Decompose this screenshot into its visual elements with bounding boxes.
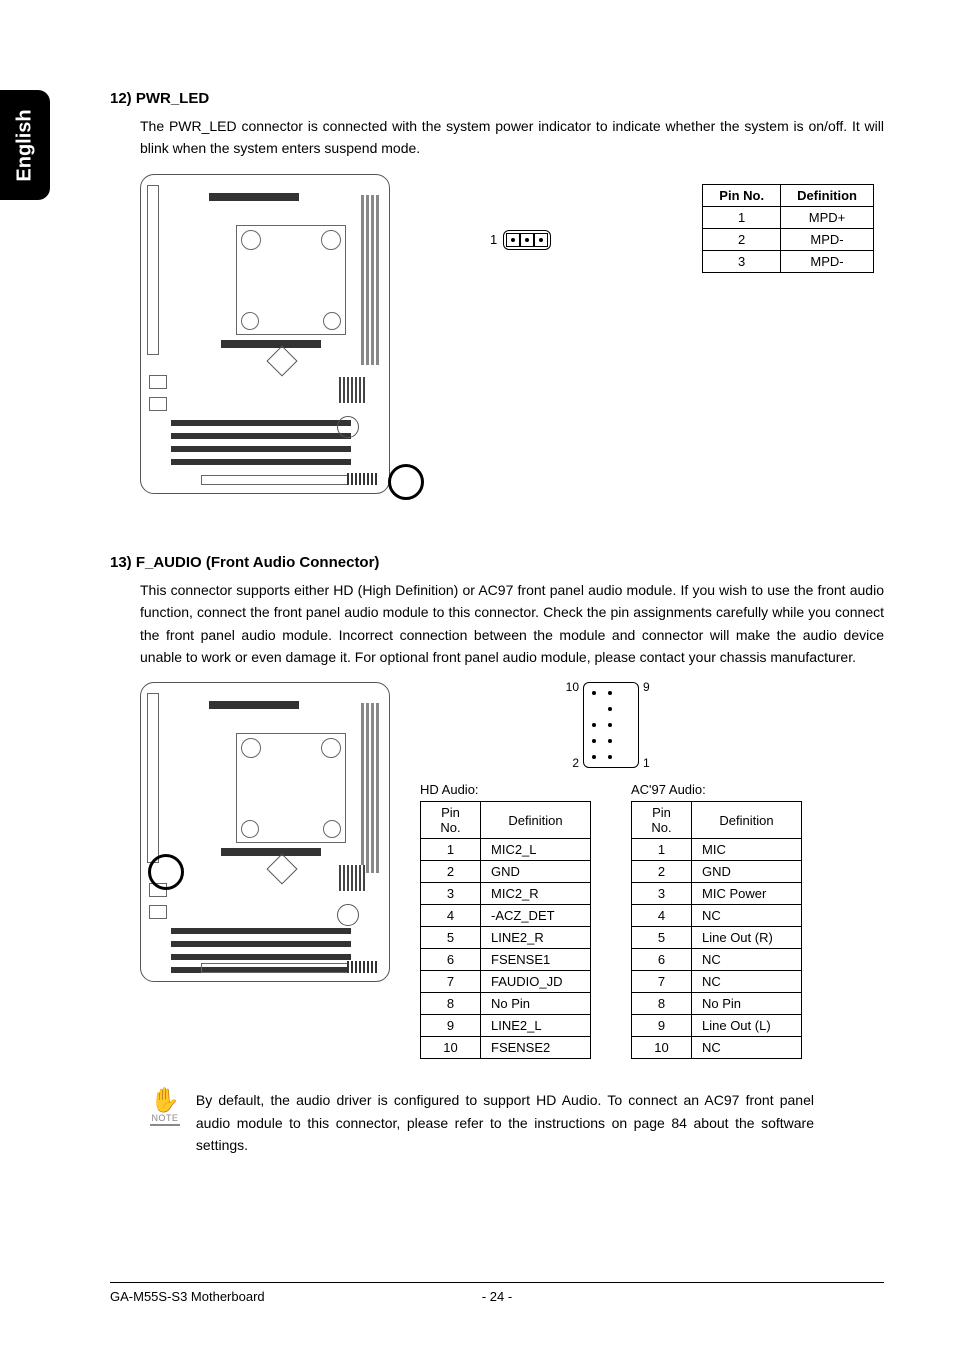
pwr-led-table: Pin No. Definition 1MPD+ 2MPD- 3MPD- xyxy=(702,184,874,273)
ac97-audio-label: AC'97 Audio: xyxy=(631,782,802,797)
table-cell: MPD+ xyxy=(781,206,874,228)
pin1-label: 1 xyxy=(490,232,497,247)
table-cell: 7 xyxy=(632,971,692,993)
table-cell: No Pin xyxy=(692,993,802,1015)
footer-left: GA-M55S-S3 Motherboard xyxy=(110,1289,265,1304)
table-cell: GND xyxy=(481,861,591,883)
table-cell: GND xyxy=(692,861,802,883)
table-cell: 2 xyxy=(632,861,692,883)
table-cell: MIC2_L xyxy=(481,839,591,861)
table-cell: 4 xyxy=(632,905,692,927)
section13-heading: 13) F_AUDIO (Front Audio Connector) xyxy=(110,554,884,571)
table-cell: LINE2_R xyxy=(481,927,591,949)
section13-body: This connector supports either HD (High … xyxy=(140,579,884,669)
section12-heading: 12) PWR_LED xyxy=(110,90,884,107)
conn-label: 10 xyxy=(566,680,579,694)
table-cell: 4 xyxy=(421,905,481,927)
page-footer: GA-M55S-S3 Motherboard - 24 - xyxy=(110,1282,884,1304)
table-cell: 2 xyxy=(421,861,481,883)
table-cell: 3 xyxy=(632,883,692,905)
mobo-diagram-1 xyxy=(140,174,390,494)
table-cell: 9 xyxy=(632,1015,692,1037)
table-header: Pin No. xyxy=(632,802,692,839)
table-cell: Line Out (L) xyxy=(692,1015,802,1037)
table-cell: 3 xyxy=(703,250,781,272)
conn-label: 2 xyxy=(572,756,579,770)
note-icon: ✋ NOTE xyxy=(150,1089,180,1126)
table-cell: -ACZ_DET xyxy=(481,905,591,927)
table-cell: 7 xyxy=(421,971,481,993)
table-cell: 5 xyxy=(421,927,481,949)
highlight-circle xyxy=(388,464,424,500)
table-cell: MIC Power xyxy=(692,883,802,905)
table-cell: MIC2_R xyxy=(481,883,591,905)
table-cell: 6 xyxy=(632,949,692,971)
table-cell: 1 xyxy=(703,206,781,228)
note-text: By default, the audio driver is configur… xyxy=(196,1089,814,1156)
table-cell: 1 xyxy=(421,839,481,861)
conn-label: 9 xyxy=(643,680,650,694)
table-cell: FSENSE1 xyxy=(481,949,591,971)
table-cell: 9 xyxy=(421,1015,481,1037)
table-cell: LINE2_L xyxy=(481,1015,591,1037)
table-header: Definition xyxy=(692,802,802,839)
language-tab-label: English xyxy=(14,109,37,181)
conn-label: 1 xyxy=(643,756,650,770)
table-cell: 8 xyxy=(421,993,481,1015)
table-cell: MPD- xyxy=(781,228,874,250)
table-cell: 10 xyxy=(632,1037,692,1059)
table-cell: NC xyxy=(692,905,802,927)
table-cell: 3 xyxy=(421,883,481,905)
pwr-led-pin-diagram: 1 xyxy=(490,230,551,250)
table-cell: NC xyxy=(692,971,802,993)
hd-audio-label: HD Audio: xyxy=(420,782,591,797)
note-block: ✋ NOTE By default, the audio driver is c… xyxy=(150,1089,814,1156)
table-cell: 8 xyxy=(632,993,692,1015)
section12-body: The PWR_LED connector is connected with … xyxy=(140,115,884,160)
table-cell: FSENSE2 xyxy=(481,1037,591,1059)
table-cell: 1 xyxy=(632,839,692,861)
table-cell: 6 xyxy=(421,949,481,971)
language-tab: English xyxy=(0,90,50,200)
footer-page-number: - 24 - xyxy=(482,1289,512,1304)
table-cell: 2 xyxy=(703,228,781,250)
table-cell: 5 xyxy=(632,927,692,949)
table-cell: NC xyxy=(692,949,802,971)
table-cell: MIC xyxy=(692,839,802,861)
table-cell: NC xyxy=(692,1037,802,1059)
table-cell: MPD- xyxy=(781,250,874,272)
table-header: Pin No. xyxy=(703,184,781,206)
table-cell: FAUDIO_JD xyxy=(481,971,591,993)
ac97-audio-table: Pin No. Definition 1MIC2GND3MIC Power4NC… xyxy=(631,801,802,1059)
faudio-connector-diagram: 10 9 2 1 xyxy=(583,682,639,768)
table-header: Definition xyxy=(781,184,874,206)
table-cell: No Pin xyxy=(481,993,591,1015)
table-cell: 10 xyxy=(421,1037,481,1059)
note-label: NOTE xyxy=(150,1113,180,1126)
table-header: Pin No. xyxy=(421,802,481,839)
mobo-diagram-2 xyxy=(140,682,390,982)
table-cell: Line Out (R) xyxy=(692,927,802,949)
table-header: Definition xyxy=(481,802,591,839)
hd-audio-table: Pin No. Definition 1MIC2_L2GND3MIC2_R4-A… xyxy=(420,801,591,1059)
